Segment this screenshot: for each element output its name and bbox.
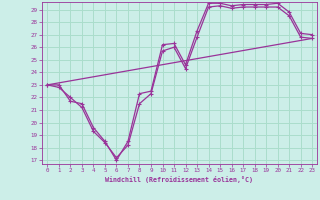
X-axis label: Windchill (Refroidissement éolien,°C): Windchill (Refroidissement éolien,°C)	[105, 176, 253, 183]
